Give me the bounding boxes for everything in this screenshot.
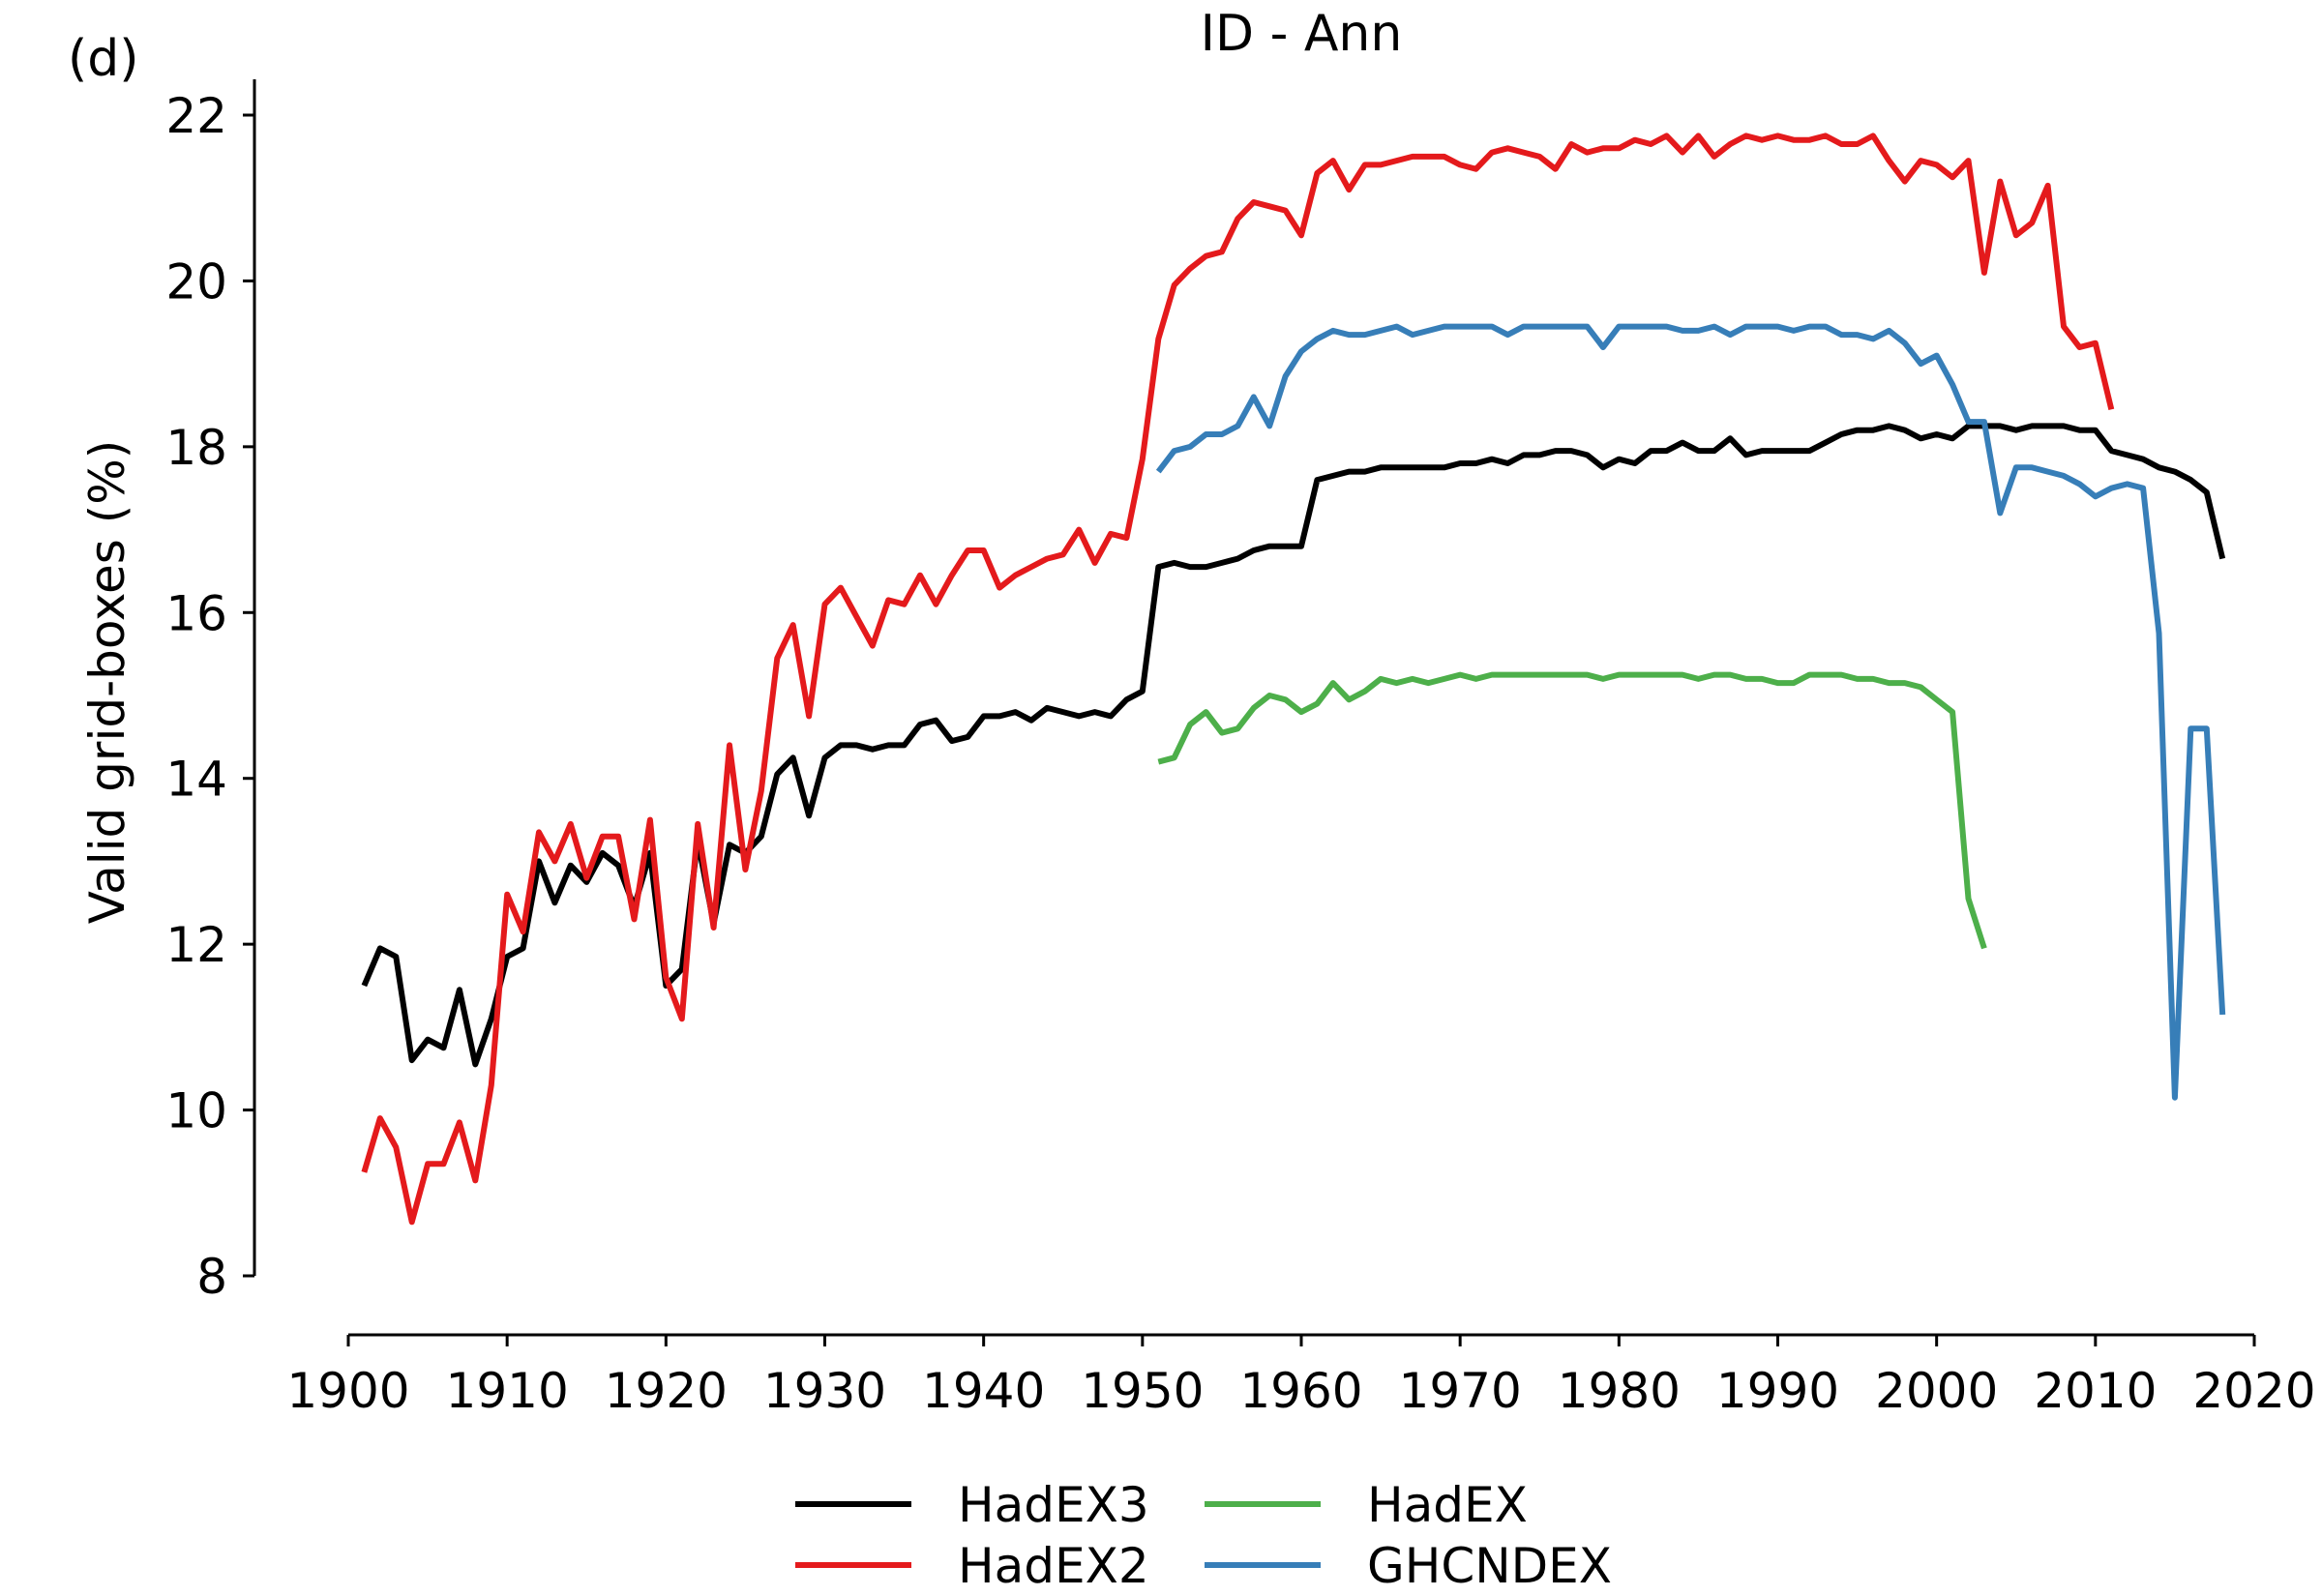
x-tick-label: 1960	[1239, 1363, 1362, 1419]
series-line-hadex	[1157, 671, 1987, 950]
series-line-hadex2	[361, 133, 2115, 1226]
legend-label-hadex2: HadEX2	[958, 1538, 1149, 1594]
x-tick-label: 2020	[2192, 1363, 2315, 1419]
y-tick-label: 14	[165, 752, 227, 808]
y-tick-label: 16	[165, 585, 227, 641]
x-tick-label: 1930	[763, 1363, 886, 1419]
y-tick-label: 10	[165, 1083, 227, 1139]
panel-label: (d)	[68, 30, 139, 88]
y-ticks: 8 10 12 14 16 18 20 22	[165, 88, 254, 1305]
x-tick-label: 2000	[1875, 1363, 1998, 1419]
series-line-ghcndex	[1155, 323, 2226, 1101]
y-tick-label: 20	[165, 253, 227, 310]
y-tick-label: 18	[165, 420, 227, 476]
series-lines	[361, 133, 2226, 1226]
x-tick-label: 1970	[1399, 1363, 1522, 1419]
y-axis-label: Valid grid-boxes (%)	[79, 440, 135, 924]
legend-label-ghcndex: GHCNDEX	[1367, 1538, 1612, 1594]
x-ticks: 1900 1910 1920 1930 1940 1950 1960 1970 1980 1990…	[286, 1335, 2316, 1419]
x-tick-label: 1950	[1081, 1363, 1204, 1419]
x-tick-label: 1920	[605, 1363, 728, 1419]
y-tick-label: 12	[165, 917, 227, 973]
x-tick-label: 2010	[2034, 1363, 2157, 1419]
x-tick-label: 1940	[922, 1363, 1045, 1419]
x-tick-label: 1900	[286, 1363, 409, 1419]
x-tick-label: 1990	[1716, 1363, 1839, 1419]
chart-title: ID - Ann	[1201, 5, 1403, 63]
x-tick-label: 1910	[446, 1363, 569, 1419]
y-tick-label: 22	[165, 88, 227, 144]
legend-label-hadex: HadEX	[1367, 1477, 1528, 1533]
y-tick-label: 8	[196, 1249, 227, 1305]
x-tick-label: 1980	[1558, 1363, 1681, 1419]
series-line-hadex3	[361, 423, 2226, 1068]
legend-label-hadex3: HadEX3	[958, 1477, 1149, 1533]
